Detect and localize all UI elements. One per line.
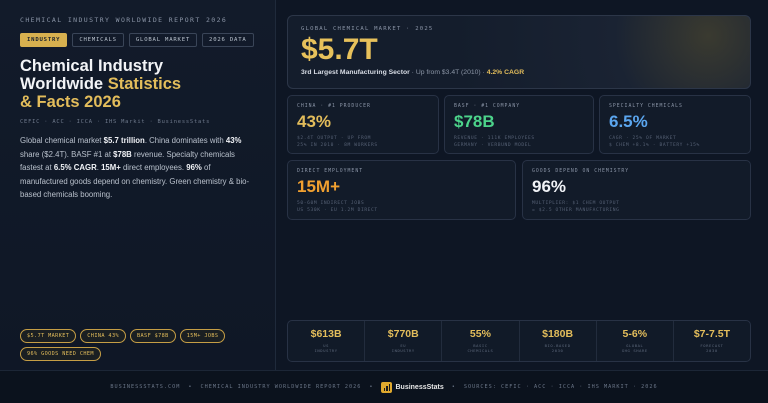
card-note: $2.4T OUTPUT · UP FROM 25% IN 2010 · 8M W… — [297, 136, 378, 148]
stat-label: US INDUSTRY — [314, 343, 338, 353]
card-goods: GOODS DEPEND ON CHEMISTRY 96% MULTIPLIER… — [522, 160, 751, 220]
footer-separator: • — [451, 384, 456, 390]
tag-2026-data[interactable]: 2026 DATA — [202, 33, 254, 47]
stat-label: BIO-BASED 2030 — [544, 343, 571, 353]
title-line-3: & Facts 2026 — [20, 93, 121, 111]
sources-line: CEFIC · ACC · ICCA · IHS Markit · Busine… — [20, 119, 211, 125]
card-note: CAGR · 25% OF MARKET $ CHEM +8.1% · BATTE… — [609, 136, 700, 148]
stat-us: $613B US INDUSTRY — [288, 321, 366, 361]
hero-value: $5.7T — [301, 33, 378, 66]
stat-eu: $770B EU INDUSTRY — [365, 321, 443, 361]
footer: BUSINESSSTATS.COM • CHEMICAL INDUSTRY WO… — [0, 370, 768, 403]
title-line-2b: Statistics — [107, 75, 182, 93]
stats-strip: $613B US INDUSTRY $770B EU INDUSTRY 55% BA… — [287, 320, 751, 362]
stat-value: 55% — [469, 328, 491, 340]
card-note: 50-60M INDIRECT JOBS US 530K · EU 1.2M DI… — [297, 201, 378, 213]
chip-market[interactable]: $5.7T MARKET — [20, 329, 77, 343]
left-panel: CHEMICAL INDUSTRY WORLDWIDE REPORT 2026 … — [0, 0, 276, 370]
card-value: 96% — [532, 177, 567, 196]
chip-jobs[interactable]: 15M+ JOBS — [179, 329, 226, 343]
stat-label: GLOBAL GHG SHARE — [621, 343, 648, 353]
tag-global-market[interactable]: GLOBAL MARKET — [128, 33, 198, 47]
stat-forecast: $7-7.5T FORECAST 2030 — [674, 321, 750, 361]
tag-chemicals[interactable]: CHEMICALS — [72, 33, 124, 47]
stat-label: BASIC CHEMICALS — [467, 343, 494, 353]
bar-chart-icon — [381, 381, 393, 393]
chip-list: $5.7T MARKET CHINA 43% BASF $78B 15M+ JO… — [20, 329, 260, 361]
stat-basic: 55% BASIC CHEMICALS — [442, 321, 520, 361]
card-value: 43% — [297, 112, 332, 131]
footer-separator: • — [369, 384, 374, 390]
footer-site-link[interactable]: BUSINESSSTATS.COM — [110, 384, 181, 390]
card-employment: DIRECT EMPLOYMENT 15M+ 50-60M INDIRECT J… — [287, 160, 516, 220]
card-value: 15M+ — [297, 177, 340, 196]
title-line-2a: Worldwide — [20, 75, 108, 93]
tag-list: INDUSTRY CHEMICALS GLOBAL MARKET 2026 DA… — [20, 33, 255, 47]
card-eyebrow: SPECIALTY CHEMICALS — [609, 104, 683, 109]
card-eyebrow: DIRECT EMPLOYMENT — [297, 169, 364, 174]
card-eyebrow: CHINA · #1 PRODUCER — [297, 104, 371, 109]
card-note: MULTIPLIER: $1 CHEM OUTPUT = $2.5 OTHER M… — [532, 201, 620, 213]
chip-goods[interactable]: 96% GOODS NEED CHEM — [20, 347, 101, 361]
card-eyebrow: GOODS DEPEND ON CHEMISTRY — [532, 169, 630, 174]
report-eyebrow: CHEMICAL INDUSTRY WORLDWIDE REPORT 2026 — [20, 16, 228, 24]
stat-ghg: 5-6% GLOBAL GHG SHARE — [597, 321, 674, 361]
tag-industry[interactable]: INDUSTRY — [20, 33, 68, 47]
stat-value: $180B — [542, 328, 574, 340]
description: Global chemical market $5.7 trillion. Ch… — [20, 136, 250, 200]
card-value: 6.5% — [609, 112, 648, 131]
footer-sources: SOURCES: CEFIC · ACC · ICCA · IHS MARKIT… — [463, 384, 658, 390]
hero-subtitle: 3rd Largest Manufacturing Sector · Up fr… — [301, 69, 525, 76]
stat-value: $613B — [310, 328, 342, 340]
stat-value: $770B — [387, 328, 419, 340]
stat-biobased: $180B BIO-BASED 2030 — [520, 321, 597, 361]
stat-label: FORECAST 2030 — [700, 343, 724, 353]
hero-card: GLOBAL CHEMICAL MARKET · 2025 $5.7T 3rd … — [287, 15, 751, 89]
card-eyebrow: BASF · #1 COMPANY — [454, 104, 521, 109]
brand-name: BusinessStats — [395, 383, 444, 391]
chip-china[interactable]: CHINA 43% — [80, 329, 126, 343]
brand-logo[interactable]: BusinessStats — [381, 381, 444, 393]
card-specialty: SPECIALTY CHEMICALS 6.5% CAGR · 25% OF M… — [599, 95, 751, 154]
footer-report: CHEMICAL INDUSTRY WORLDWIDE REPORT 2026 — [200, 384, 362, 390]
card-note: REVENUE · 111K EMPLOYEES GERMANY · VERBUN… — [454, 136, 535, 148]
card-china: CHINA · #1 PRODUCER 43% $2.4T OUTPUT · U… — [287, 95, 439, 154]
card-value: $78B — [454, 112, 495, 131]
chip-basf[interactable]: BASF $78B — [130, 329, 176, 343]
page-title: Chemical Industry Worldwide Statistics &… — [20, 57, 255, 111]
stat-value: 5-6% — [622, 328, 648, 340]
stat-label: EU INDUSTRY — [391, 343, 415, 353]
footer-separator: • — [188, 384, 193, 390]
card-basf: BASF · #1 COMPANY $78B REVENUE · 111K EM… — [444, 95, 594, 154]
hero-eyebrow: GLOBAL CHEMICAL MARKET · 2025 — [301, 26, 434, 32]
title-line-1: Chemical Industry — [20, 57, 164, 75]
stat-value: $7-7.5T — [693, 328, 731, 340]
